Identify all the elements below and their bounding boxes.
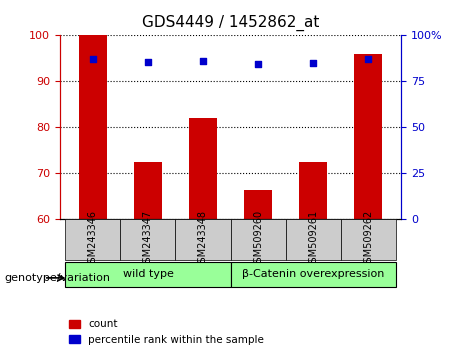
Text: GSM243346: GSM243346 [88,210,98,269]
Text: GSM509261: GSM509261 [308,210,318,269]
FancyBboxPatch shape [65,219,120,260]
Point [199,58,207,64]
FancyBboxPatch shape [285,219,341,260]
Bar [299,162,327,219]
FancyBboxPatch shape [230,219,285,260]
Point [364,57,372,62]
FancyBboxPatch shape [65,262,230,287]
Title: GDS4449 / 1452862_at: GDS4449 / 1452862_at [142,15,319,31]
Text: β-Catenin overexpression: β-Catenin overexpression [242,269,384,279]
Point [309,60,317,66]
Text: GSM243347: GSM243347 [143,210,153,269]
Text: GSM509260: GSM509260 [253,210,263,269]
Bar [79,35,106,219]
Text: genotype/variation: genotype/variation [5,273,111,283]
Bar [134,162,162,219]
Bar [355,54,382,219]
Text: GSM243348: GSM243348 [198,210,208,269]
Point [144,59,152,65]
FancyBboxPatch shape [120,219,176,260]
Legend: count, percentile rank within the sample: count, percentile rank within the sample [65,315,268,349]
FancyBboxPatch shape [341,219,396,260]
Point [89,57,97,62]
FancyBboxPatch shape [230,262,396,287]
FancyBboxPatch shape [176,219,230,260]
Bar [189,118,217,219]
Bar [244,189,272,219]
Text: GSM509262: GSM509262 [363,210,373,269]
Text: wild type: wild type [123,269,173,279]
Point [254,61,262,67]
